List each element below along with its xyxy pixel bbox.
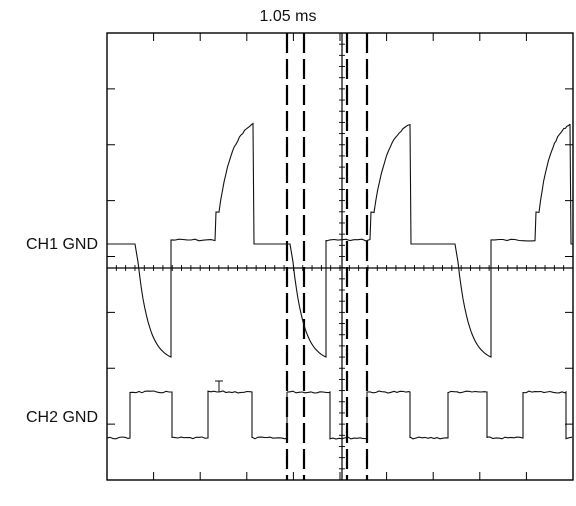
cursor-lines [285,33,369,480]
ch2-gnd-label: CH2 GND [26,409,99,426]
tick-marks [107,33,573,480]
ch1-gnd-label: CH1 GND [26,236,99,253]
ch2-trace [106,390,573,440]
ch1-trace [107,122,573,358]
timing-label: 1.05 ms [259,8,317,25]
